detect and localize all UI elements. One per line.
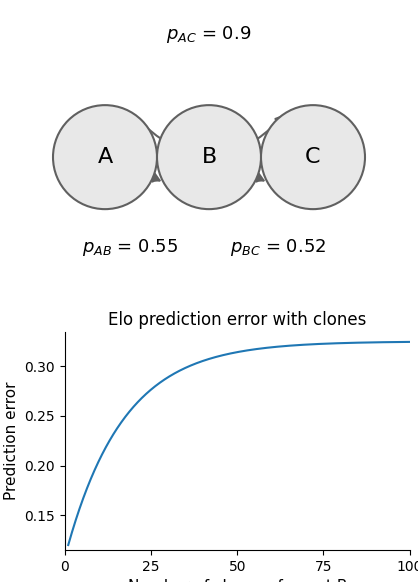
Text: $p_{BC}$ = 0.52: $p_{BC}$ = 0.52 (230, 237, 326, 258)
Y-axis label: Prediction error: Prediction error (4, 382, 19, 500)
Text: C: C (305, 147, 321, 167)
Circle shape (261, 105, 365, 209)
FancyArrowPatch shape (255, 173, 264, 182)
X-axis label: Number of clones of agent B: Number of clones of agent B (127, 579, 347, 582)
Text: B: B (201, 147, 217, 167)
FancyArrowPatch shape (133, 114, 283, 155)
Circle shape (157, 105, 261, 209)
Circle shape (53, 105, 157, 209)
FancyArrowPatch shape (151, 173, 160, 182)
Text: $p_{AC}$ = 0.9: $p_{AC}$ = 0.9 (166, 24, 252, 45)
Text: A: A (97, 147, 112, 167)
Text: $p_{AB}$ = 0.55: $p_{AB}$ = 0.55 (82, 237, 178, 258)
Title: Elo prediction error with clones: Elo prediction error with clones (108, 311, 367, 329)
